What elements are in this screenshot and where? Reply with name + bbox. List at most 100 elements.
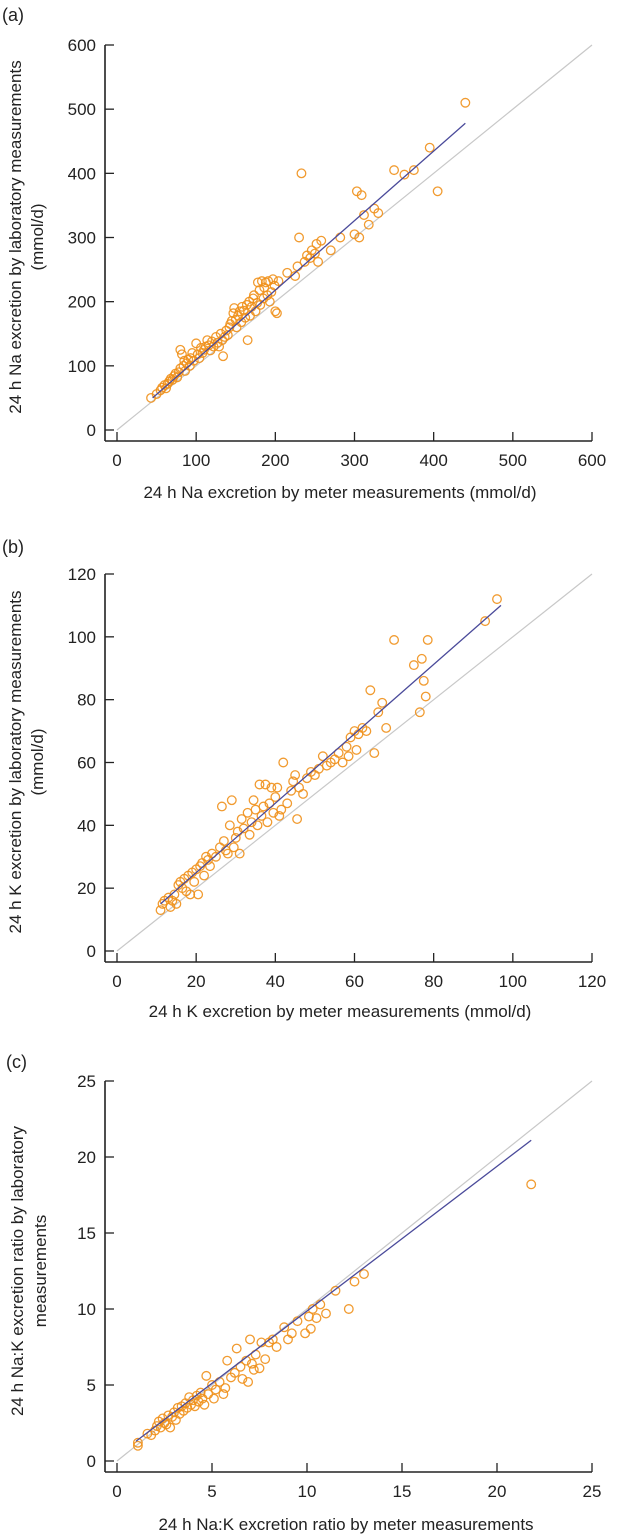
data-point — [273, 276, 284, 287]
y-tick-label: 20 — [77, 1148, 96, 1167]
data-point — [220, 1383, 231, 1393]
data-point — [356, 190, 367, 201]
data-point — [292, 814, 303, 825]
x-tick-label: 300 — [340, 451, 368, 470]
data-point — [373, 707, 384, 718]
data-point — [271, 308, 282, 319]
data-point — [233, 310, 244, 321]
x-tick-label: 500 — [499, 451, 527, 470]
data-point — [321, 1308, 331, 1319]
data-point — [399, 169, 410, 180]
data-point — [311, 1313, 322, 1324]
data-point — [432, 186, 443, 197]
data-point — [418, 675, 429, 686]
data-point — [271, 1342, 282, 1352]
x-tick-label: 60 — [345, 972, 364, 991]
data-point — [199, 1399, 210, 1410]
data-point — [195, 1387, 206, 1398]
y-axis-label-line2: (mmol/d) — [28, 728, 47, 795]
data-point — [254, 779, 265, 790]
data-point — [201, 1370, 212, 1381]
data-point — [165, 902, 176, 912]
data-point — [242, 335, 253, 346]
data-point — [193, 889, 204, 900]
data-point — [389, 165, 400, 176]
data-point — [373, 208, 384, 219]
data-point — [272, 782, 283, 793]
y-tick-label: 40 — [77, 816, 96, 835]
data-point — [365, 685, 376, 696]
data-point — [363, 219, 374, 230]
data-point — [199, 870, 210, 881]
data-point — [337, 757, 348, 768]
x-tick-label: 40 — [266, 972, 285, 991]
data-point — [214, 341, 225, 352]
data-point — [266, 287, 277, 297]
data-point — [252, 277, 263, 288]
data-point — [262, 817, 273, 828]
data-point — [176, 349, 187, 360]
y-tick-label: 400 — [68, 164, 96, 183]
data-point — [286, 1328, 297, 1339]
y-tick-label: 60 — [77, 754, 96, 773]
data-point — [208, 1393, 219, 1404]
x-axis-label: 24 h Na:K excretion ratio by meter measu… — [158, 1515, 533, 1534]
y-tick-label: 300 — [68, 229, 96, 248]
x-tick-label: 5 — [207, 1482, 216, 1501]
data-point — [245, 1334, 255, 1345]
data-point — [369, 748, 380, 759]
y-tick-label: 500 — [68, 100, 96, 119]
data-point — [290, 770, 301, 781]
data-point — [343, 1304, 354, 1314]
y-tick-label: 5 — [87, 1376, 96, 1395]
data-point — [313, 256, 324, 267]
y-tick-label: 120 — [68, 565, 96, 584]
data-point — [175, 363, 186, 374]
x-tick-label: 400 — [419, 451, 447, 470]
data-point — [230, 832, 241, 843]
data-point — [218, 836, 229, 846]
data-point — [424, 142, 435, 153]
data-point — [260, 779, 271, 790]
regression-line — [135, 1139, 532, 1442]
y-tick-label: 80 — [77, 691, 96, 710]
data-point — [330, 1285, 341, 1296]
data-point — [305, 1323, 316, 1334]
x-tick-label: 600 — [578, 451, 606, 470]
data-point — [189, 876, 200, 887]
data-point — [307, 1304, 318, 1314]
data-point — [240, 312, 251, 323]
y-tick-label: 0 — [87, 1452, 96, 1471]
panel-label: (b) — [2, 537, 24, 557]
data-point — [243, 1377, 254, 1387]
data-point — [229, 1367, 240, 1378]
data-point — [414, 707, 425, 718]
panel-c-ratio-scatter: (c) 24 h Na:K excretion ratio by laborat… — [6, 1052, 601, 1534]
data-point — [296, 168, 307, 179]
data-point — [288, 776, 299, 787]
data-point — [218, 351, 229, 362]
y-tick-label: 25 — [77, 1072, 96, 1091]
data-point — [205, 861, 215, 872]
y-axis-label-line1: 24 h Na:K excretion ratio by laboratory — [8, 1125, 27, 1416]
data-point — [246, 1358, 257, 1369]
data-point — [132, 1437, 143, 1448]
x-tick-label: 10 — [298, 1482, 317, 1501]
data-point — [260, 1354, 271, 1365]
data-point — [359, 1269, 369, 1279]
data-point — [248, 795, 259, 806]
y-axis-label-line1: 24 h K excretion by laboratory measureme… — [6, 590, 25, 933]
y-tick-label: 600 — [68, 36, 96, 55]
data-point — [335, 232, 346, 243]
data-point — [236, 814, 247, 825]
data-point — [341, 741, 352, 752]
data-point — [165, 1422, 176, 1433]
data-point — [132, 1440, 143, 1451]
data-point — [270, 792, 281, 803]
data-point — [187, 348, 198, 358]
data-point — [175, 344, 186, 355]
y-tick-label: 100 — [68, 628, 96, 647]
data-point — [309, 248, 320, 259]
data-point — [303, 1311, 314, 1322]
